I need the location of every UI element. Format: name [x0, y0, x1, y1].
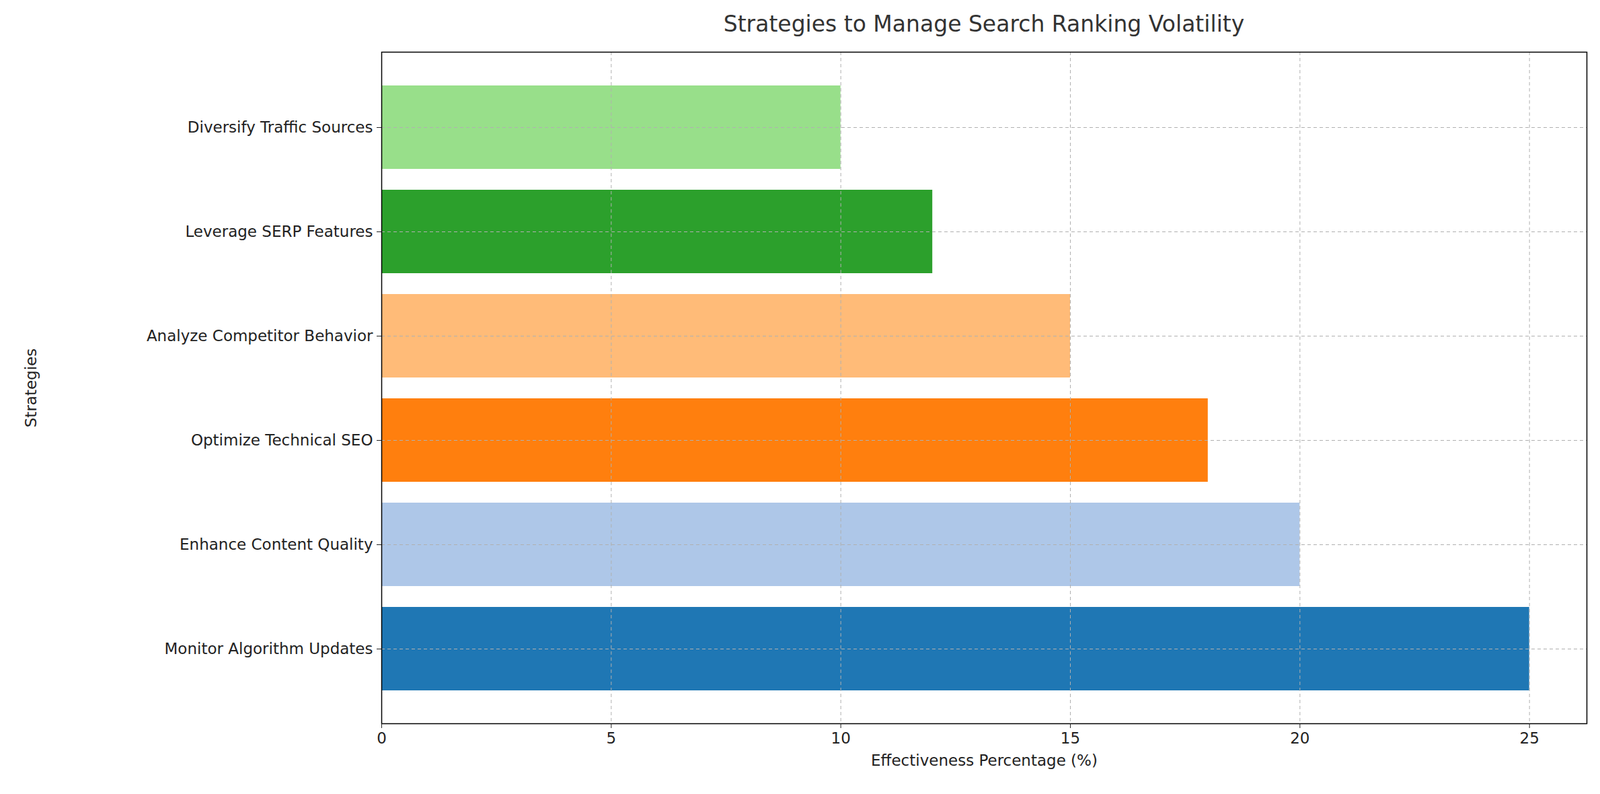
- svg-text:25: 25: [1519, 729, 1540, 747]
- svg-text:0: 0: [376, 729, 387, 747]
- svg-text:Effectiveness Percentage (%): Effectiveness Percentage (%): [870, 751, 1098, 769]
- svg-text:Optimize Technical SEO: Optimize Technical SEO: [191, 431, 374, 449]
- svg-text:Analyze Competitor Behavior: Analyze Competitor Behavior: [146, 326, 374, 345]
- svg-text:Leverage SERP Features: Leverage SERP Features: [184, 222, 373, 241]
- svg-text:15: 15: [1060, 729, 1081, 747]
- svg-text:Diversify Traffic Sources: Diversify Traffic Sources: [187, 118, 374, 136]
- html-text:Strategies to Manage Search Ra: Strategies to Manage Search Ranking Vola…: [723, 10, 1245, 37]
- svg-text:Enhance Content Quality: Enhance Content Quality: [179, 535, 373, 553]
- svg-text:Strategies: Strategies: [22, 348, 40, 428]
- svg-text:10: 10: [831, 729, 851, 747]
- svg-text:Monitor Algorithm Updates: Monitor Algorithm Updates: [164, 639, 374, 658]
- svg-text:5: 5: [606, 729, 617, 747]
- svg-text:20: 20: [1289, 729, 1310, 747]
